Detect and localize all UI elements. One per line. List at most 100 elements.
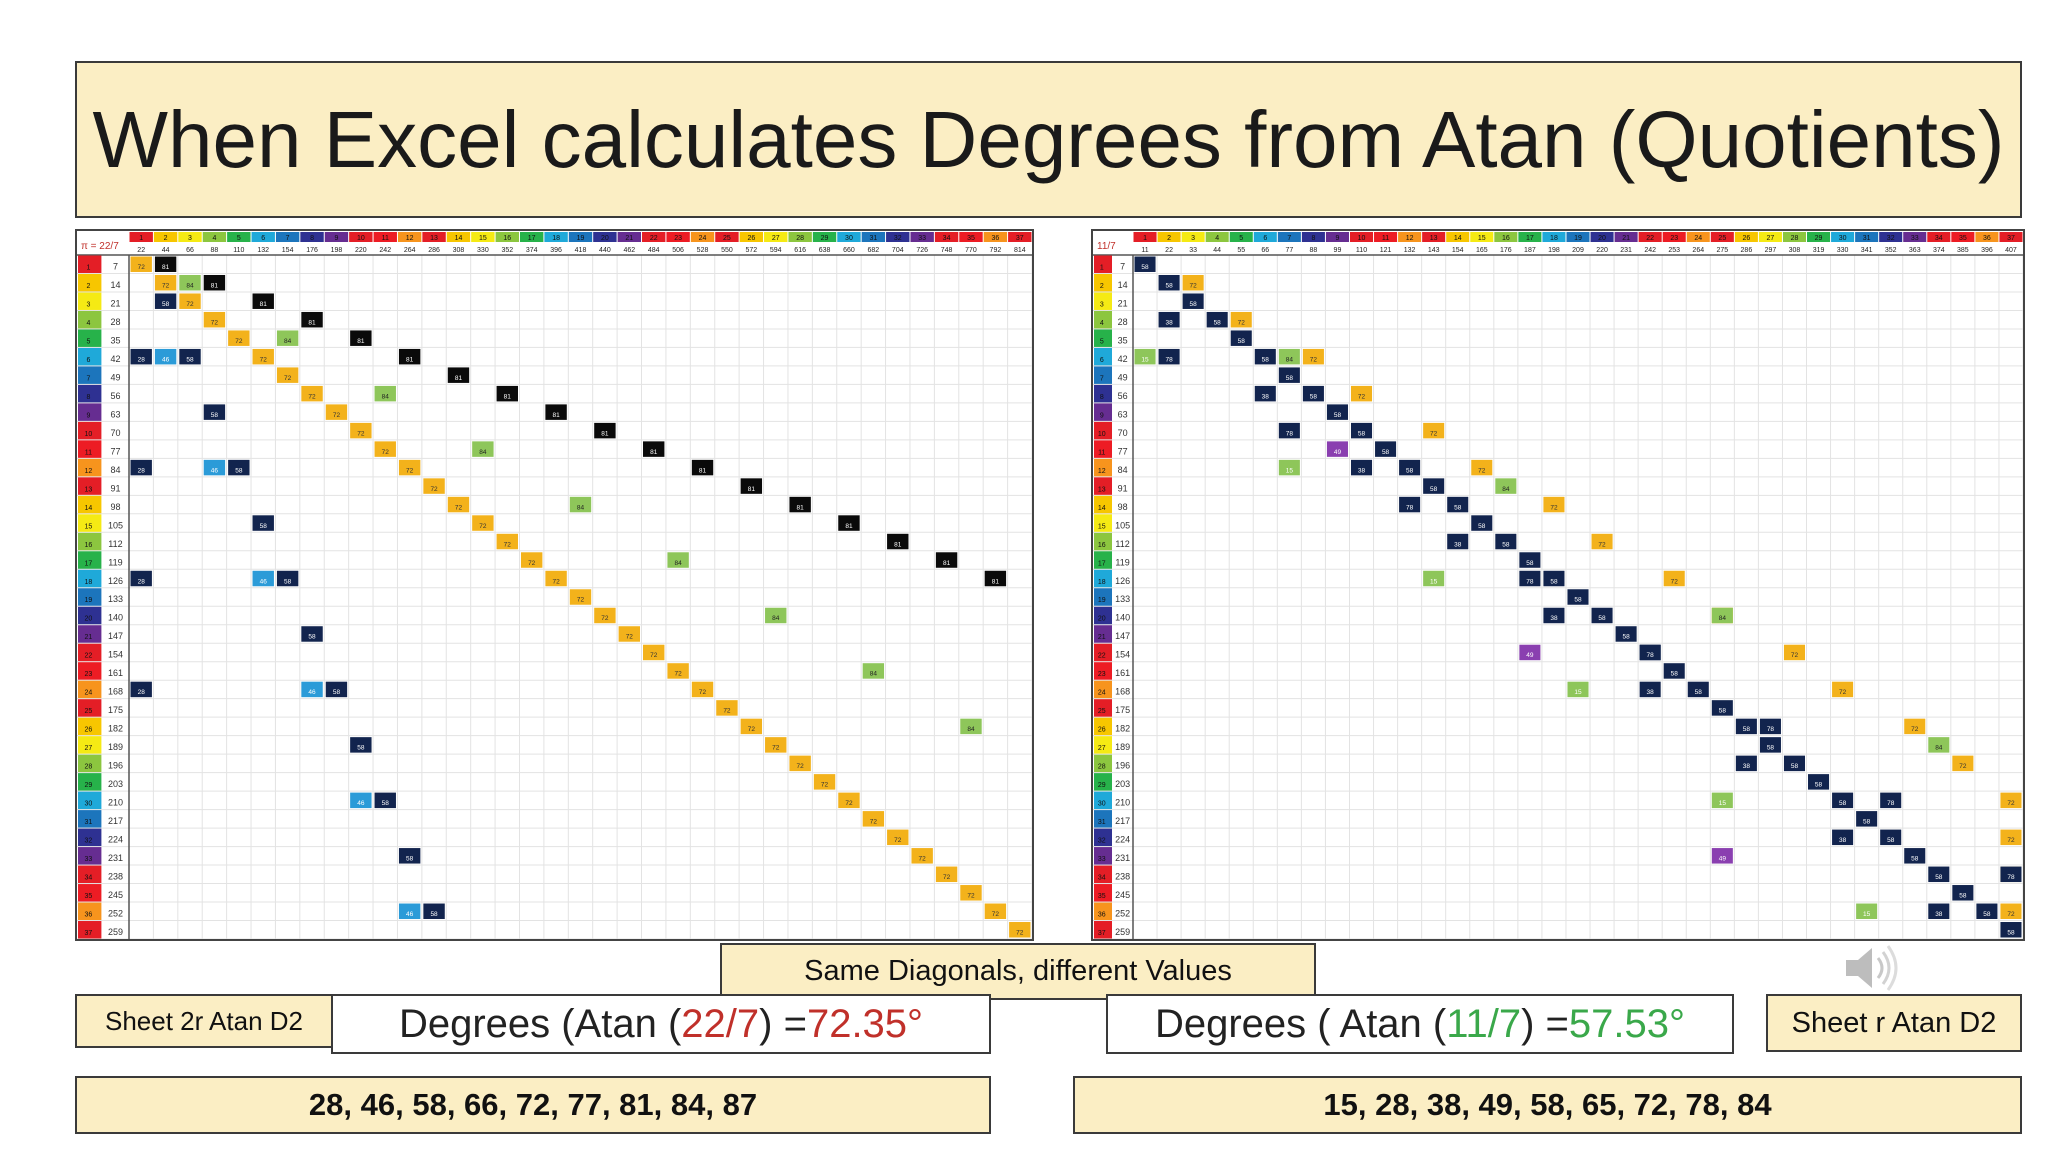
header-index-cell xyxy=(1494,232,1518,242)
row-index-cell xyxy=(78,292,102,310)
row-index-cell xyxy=(78,458,102,477)
value-cell xyxy=(2000,792,2022,809)
row-index-cell xyxy=(78,773,102,791)
value-cell xyxy=(789,755,811,772)
header-index-cell xyxy=(202,232,227,242)
header-index-cell xyxy=(690,232,715,242)
row-multiple-label: 49 xyxy=(110,372,120,382)
row-multiple-label: 161 xyxy=(108,668,123,678)
header-index-cell xyxy=(1181,232,1205,242)
header-multiple-label: 396 xyxy=(1981,247,1993,254)
header-index-label: 1 xyxy=(139,235,143,242)
header-multiple-label: 22 xyxy=(1165,247,1173,254)
value-cell xyxy=(1687,681,1709,698)
header-index-label: 7 xyxy=(286,235,290,242)
row-index-label: 22 xyxy=(1098,653,1106,660)
value-cell xyxy=(1471,515,1493,531)
row-multiple-label: 196 xyxy=(1115,761,1130,771)
header-index-cell xyxy=(300,232,324,242)
header-multiple-label: 132 xyxy=(1404,247,1416,254)
header-index-cell xyxy=(1542,232,1566,242)
row-index-cell xyxy=(1094,495,1112,514)
value-cell xyxy=(984,570,1007,587)
value-cell xyxy=(1375,441,1397,457)
header-multiple-label: 286 xyxy=(428,247,440,254)
value-cell-label: 84 xyxy=(1719,615,1727,622)
row-index-cell xyxy=(1094,384,1112,403)
row-multiple-label: 126 xyxy=(108,576,123,586)
value-cell-label: 72 xyxy=(797,763,805,770)
value-cell-label: 84 xyxy=(1502,486,1510,493)
value-cell-label: 72 xyxy=(650,652,658,659)
header-multiple-label: 66 xyxy=(186,247,194,254)
row-index-label: 32 xyxy=(1098,838,1106,845)
value-cell-label: 58 xyxy=(1238,338,1246,345)
header-index-label: 33 xyxy=(1911,235,1919,242)
row-multiple-label: 168 xyxy=(1115,687,1130,697)
value-cell-label: 72 xyxy=(162,282,170,289)
value-cell-label: 38 xyxy=(1935,911,1943,918)
value-cell xyxy=(2000,922,2022,938)
row-index-cell xyxy=(78,902,102,921)
value-cell-label: 84 xyxy=(870,671,878,678)
header-multiple-label: 297 xyxy=(1765,247,1777,254)
header-index-cell xyxy=(1229,232,1253,242)
header-index-cell xyxy=(959,232,983,242)
value-cell-label: 58 xyxy=(260,523,268,530)
value-cell-label: 58 xyxy=(211,412,219,419)
value-cell-label: 58 xyxy=(1959,893,1967,900)
value-cell-label: 78 xyxy=(1647,652,1655,659)
header-multiple-label: 638 xyxy=(819,247,831,254)
value-cell-label: 58 xyxy=(357,745,365,752)
value-cell-label: 72 xyxy=(1671,578,1679,585)
header-index-cell xyxy=(837,232,861,242)
row-multiple-label: 70 xyxy=(1118,428,1128,438)
row-index-label: 16 xyxy=(1098,542,1106,549)
value-cell-label: 58 xyxy=(430,911,438,918)
row-index-cell xyxy=(78,532,102,551)
row-index-label: 24 xyxy=(1098,690,1106,697)
value-cell xyxy=(228,459,250,476)
header-index-cell xyxy=(251,232,275,242)
value-cell-label: 38 xyxy=(1839,837,1847,844)
value-cell-label: 28 xyxy=(138,356,146,363)
value-cell xyxy=(1832,681,1854,698)
speaker-icon[interactable] xyxy=(1842,940,1902,996)
value-cell-label: 58 xyxy=(1502,541,1510,548)
header-index-label: 26 xyxy=(1742,235,1750,242)
value-cell xyxy=(1134,348,1156,365)
header-index-label: 36 xyxy=(991,235,999,242)
row-index-label: 10 xyxy=(85,431,93,438)
value-cell xyxy=(1639,644,1661,661)
header-multiple-label: 55 xyxy=(1237,247,1245,254)
header-multiple-label: 88 xyxy=(211,247,219,254)
header-multiple-label: 572 xyxy=(745,247,757,254)
row-multiple-label: 70 xyxy=(110,428,120,438)
header-index-cell xyxy=(1975,232,1999,242)
value-cell-label: 81 xyxy=(601,430,609,437)
row-index-label: 27 xyxy=(1098,745,1106,752)
header-multiple-label: 22 xyxy=(137,247,145,254)
left-values: 28, 46, 58, 66, 72, 77, 81, 84, 87 xyxy=(75,1076,991,1134)
header-index-cell xyxy=(1662,232,1686,242)
header-multiple-label: 814 xyxy=(1014,247,1026,254)
value-cell xyxy=(1639,681,1661,698)
slide-title: When Excel calculates Degrees from Atan … xyxy=(75,61,2022,218)
value-cell xyxy=(1904,848,1926,864)
row-index-label: 9 xyxy=(1100,412,1104,419)
value-cell-label: 72 xyxy=(211,319,219,326)
value-cell-label: 72 xyxy=(967,893,975,900)
header-multiple-label: 319 xyxy=(1813,247,1825,254)
value-cell xyxy=(2000,866,2022,883)
value-cell xyxy=(276,367,299,383)
value-cell-label: 81 xyxy=(943,560,951,567)
header-multiple-label: 242 xyxy=(1644,247,1656,254)
value-cell-label: 58 xyxy=(186,356,194,363)
value-cell xyxy=(447,496,470,513)
row-index-label: 26 xyxy=(1098,727,1106,734)
header-index-label: 12 xyxy=(406,235,414,242)
header-index-label: 24 xyxy=(1694,235,1702,242)
header-index-label: 11 xyxy=(1382,235,1389,242)
row-index-cell xyxy=(1094,329,1112,347)
header-index-label: 15 xyxy=(1478,235,1486,242)
